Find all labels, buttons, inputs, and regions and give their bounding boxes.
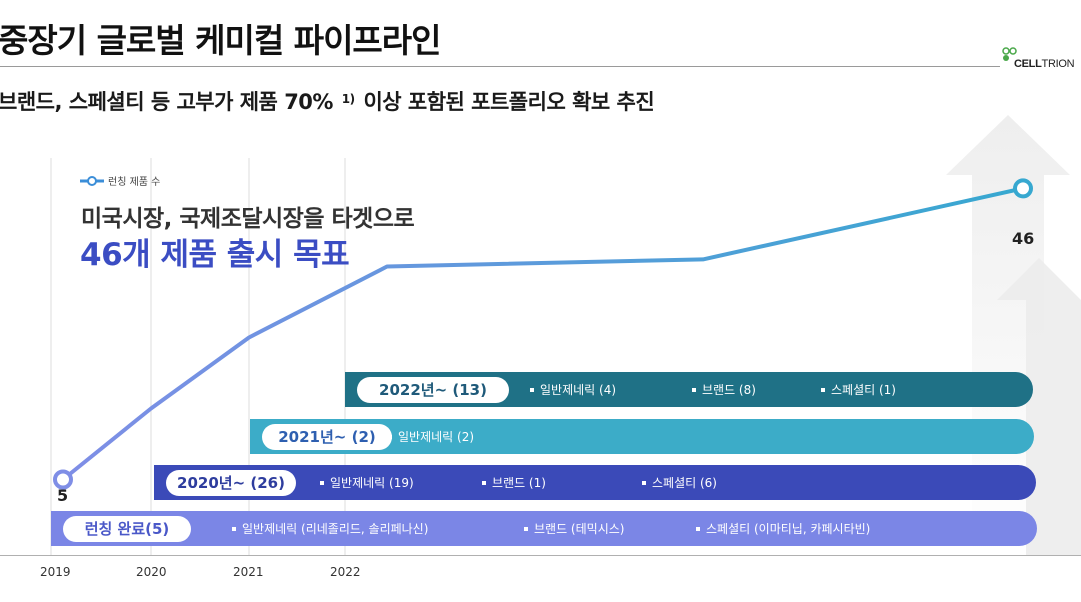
band-launched-item-specialty: 스페셜티 (이마티닙, 카페시타빈) <box>696 511 870 546</box>
footnote-mark: 1) <box>341 92 355 106</box>
band-launched-item-generic: 일반제네릭 (리네졸리드, 솔리페나신) <box>232 511 428 546</box>
band-2020-item-specialty: 스페셜티 (6) <box>642 465 717 500</box>
series-line-launch-count <box>61 186 1024 482</box>
band-launched-label: 런칭 완료(5) <box>63 515 191 542</box>
celltrion-logo: CELLTRION <box>1002 46 1081 76</box>
band-2022-label: 2022년~ (13) <box>357 376 509 403</box>
x-axis-line <box>0 555 1081 556</box>
subtitle: 브랜드, 스페셜티 등 고부가 제품 70% 1) 이상 포함된 포트폴리오 확… <box>0 90 655 114</box>
start-value-label: 5 <box>57 486 69 505</box>
band-2020: 2020년~ (26) 일반제네릭 (19) 브랜드 (1) 스페셜티 (6) <box>154 465 1036 500</box>
legend: 런칭 제품 수 <box>80 173 160 188</box>
band-2021-label: 2021년~ (2) <box>262 423 392 450</box>
band-2022: 2022년~ (13) 일반제네릭 (4) 브랜드 (8) 스페셜티 (1) <box>345 372 1033 407</box>
band-launched: 런칭 완료(5) 일반제네릭 (리네졸리드, 솔리페나신) 브랜드 (테믹시스)… <box>51 511 1037 546</box>
band-2020-item-brand: 브랜드 (1) <box>482 465 546 500</box>
data-point-end <box>1013 178 1033 199</box>
legend-label: 런칭 제품 수 <box>108 177 161 188</box>
legend-line-icon <box>80 175 104 186</box>
x-tick-label-2020: 2020 <box>136 565 167 579</box>
band-2020-item-generic: 일반제네릭 (19) <box>320 465 414 500</box>
x-tick-label-2021: 2021 <box>233 565 264 579</box>
band-launched-item-brand: 브랜드 (테믹시스) <box>524 511 624 546</box>
band-2022-item-specialty: 스페셜티 (1) <box>821 372 896 407</box>
headline-line1: 미국시장, 국제조달시장을 타겟으로 <box>81 206 415 232</box>
band-2021: 2021년~ (2) 일반제네릭 (2) <box>250 419 1034 454</box>
logo-dots-icon <box>1002 47 1017 61</box>
band-2022-item-brand: 브랜드 (8) <box>692 372 756 407</box>
page-title: 중장기 글로벌 케미컬 파이프라인 <box>0 21 442 60</box>
band-2020-label: 2020년~ (26) <box>166 469 296 496</box>
logo-text: CELLTRION <box>1014 58 1075 70</box>
x-tick-label-2022: 2022 <box>330 565 361 579</box>
data-point-start <box>53 469 73 490</box>
background-arrow-right <box>997 258 1081 555</box>
headline-line2: 46개 제품 출시 목표 <box>80 237 350 273</box>
band-2022-item-generic: 일반제네릭 (4) <box>530 372 616 407</box>
end-value-label: 46 <box>1012 229 1035 248</box>
title-divider <box>0 66 1000 67</box>
band-2021-item-generic: 일반제네릭 (2) <box>388 419 474 454</box>
x-tick-label-2019: 2019 <box>40 565 71 579</box>
